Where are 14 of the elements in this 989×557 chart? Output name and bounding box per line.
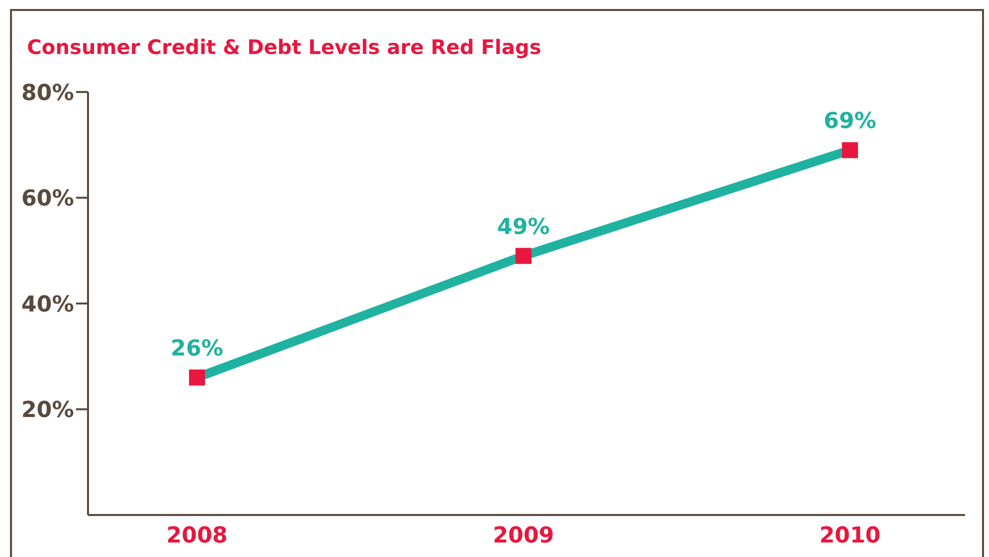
point bbox=[842, 142, 858, 158]
y-tick-label: 20% bbox=[21, 398, 74, 424]
data-label: 49% bbox=[497, 214, 550, 240]
y-tick-label: 60% bbox=[21, 186, 74, 212]
data-label: 69% bbox=[824, 109, 876, 134]
x-tick-label: 2010 bbox=[819, 524, 881, 549]
x-tick-label: 2008 bbox=[166, 524, 228, 549]
y-tick-label: 40% bbox=[21, 292, 74, 318]
y-tick-label: 80% bbox=[21, 80, 74, 106]
point bbox=[189, 370, 205, 386]
x-tick-label: 2009 bbox=[492, 524, 554, 549]
data-label: 26% bbox=[170, 336, 224, 362]
chart-title: Consumer Credit & Debt Levels are Red Flags bbox=[27, 35, 542, 59]
point bbox=[516, 248, 532, 264]
